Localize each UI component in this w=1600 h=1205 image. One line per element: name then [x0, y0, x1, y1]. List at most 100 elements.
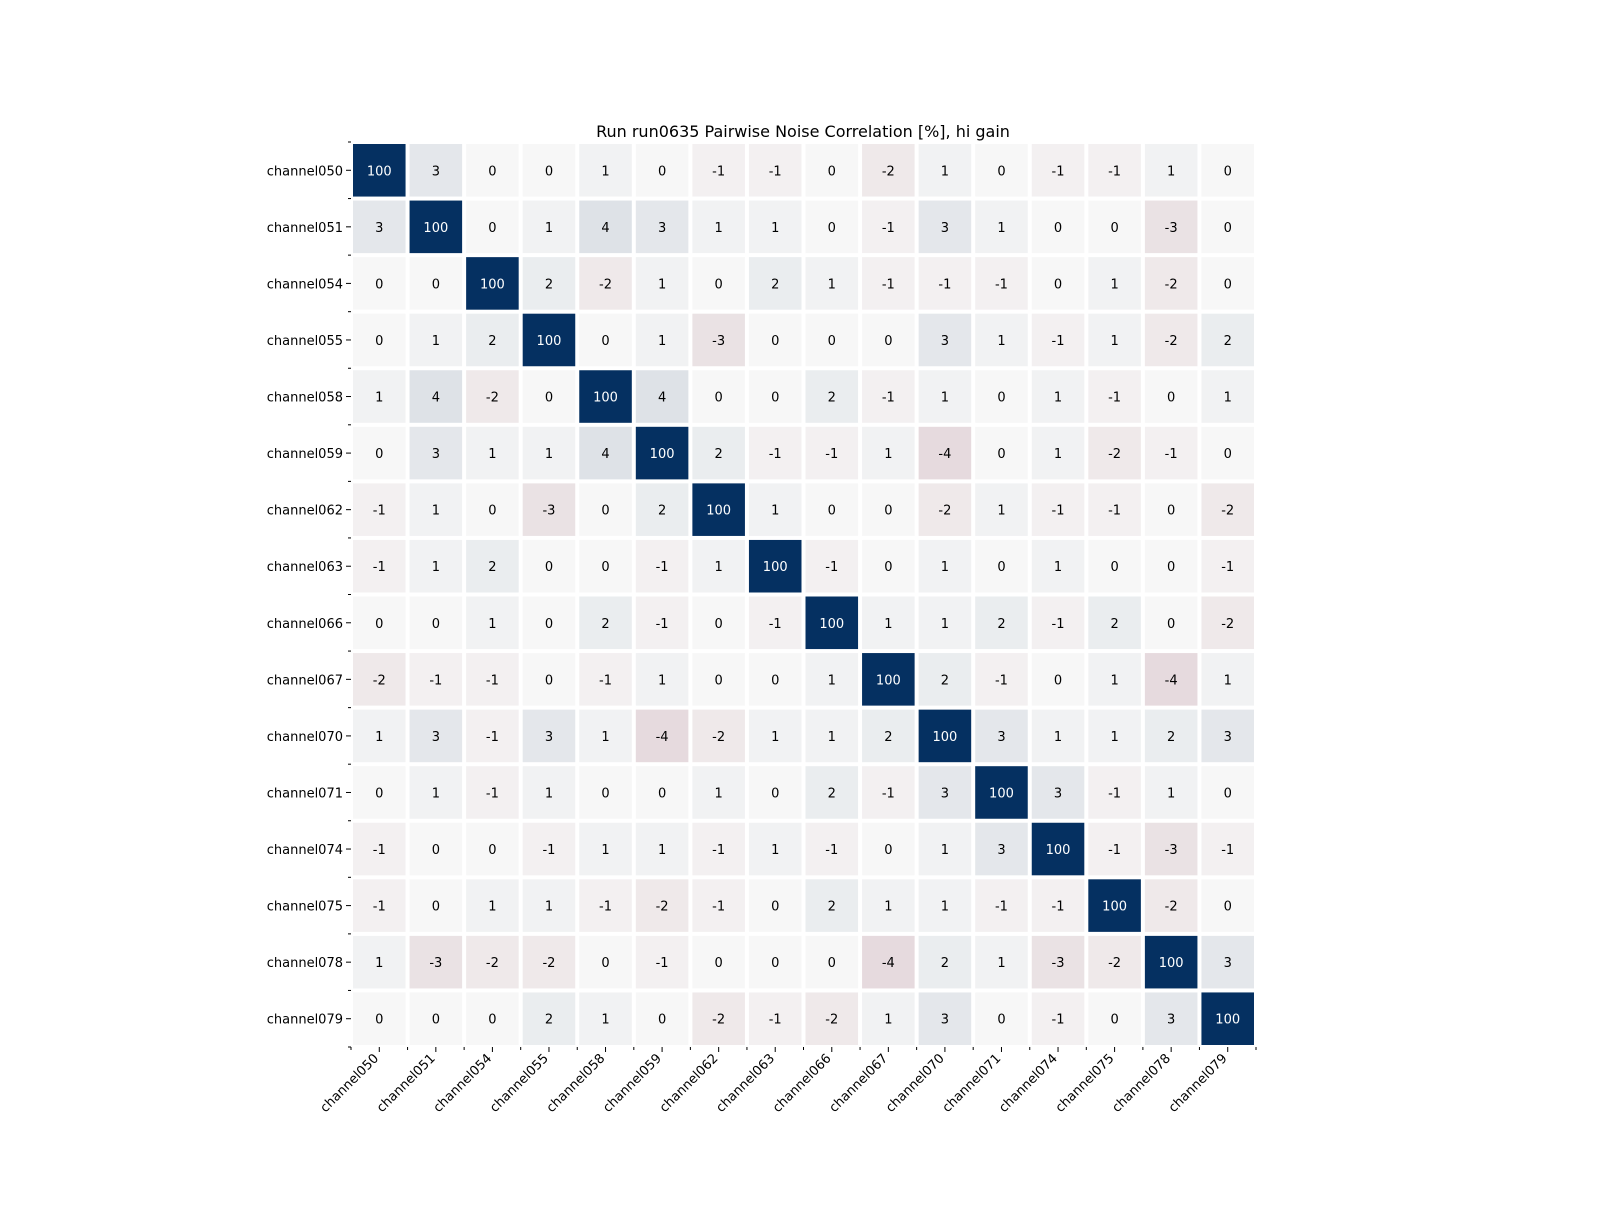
cell-value-label: 1	[828, 673, 836, 688]
cell-value-label: 1	[375, 956, 383, 971]
y-axis-tick-label: channel050	[267, 164, 343, 179]
cell-value-label: 0	[488, 1013, 496, 1028]
heatmap-cell	[409, 313, 463, 367]
heatmap-cell	[1144, 766, 1198, 819]
cell-value-label: 1	[715, 221, 723, 236]
heatmap-cell	[805, 370, 859, 423]
cell-value-label: 1	[1167, 164, 1175, 179]
cell-value-label: 0	[997, 391, 1005, 406]
heatmap-cell	[748, 144, 802, 197]
cell-value-label: 1	[545, 221, 553, 236]
cell-value-label: 100	[537, 334, 562, 349]
cell-value-label: -2	[542, 956, 555, 971]
cell-value-label: 0	[375, 617, 383, 632]
cell-value-label: -1	[1052, 504, 1065, 519]
heatmap-cell	[1031, 313, 1085, 367]
cell-value-label: 0	[997, 447, 1005, 462]
heatmap-cell	[1144, 992, 1198, 1045]
cell-value-label: -3	[1165, 843, 1178, 858]
heatmap-cell	[579, 935, 632, 989]
cell-value-label: 0	[545, 164, 553, 179]
cell-value-label: 0	[601, 956, 609, 971]
heatmap-cell	[1031, 426, 1085, 480]
cell-value-label: 0	[715, 391, 723, 406]
cell-value-label: 1	[1054, 391, 1062, 406]
heatmap-cell	[862, 992, 915, 1045]
heatmap-cell	[466, 257, 519, 310]
y-axis-tick-label: channel059	[267, 447, 343, 462]
cell-value-label: 1	[1110, 673, 1118, 688]
cell-value-label: 0	[771, 673, 779, 688]
x-axis-tick-labels: channel050channel051channel054channel055…	[318, 1051, 1231, 1116]
heatmap-cell	[1144, 539, 1198, 593]
heatmap-cell	[692, 935, 745, 989]
cell-value-label: 1	[771, 730, 779, 745]
cell-value-label: 0	[1110, 1013, 1118, 1028]
heatmap-cell	[466, 992, 519, 1045]
heatmap-cell	[579, 992, 632, 1045]
cell-value-label: 1	[545, 447, 553, 462]
cell-value-label: 1	[771, 221, 779, 236]
cell-value-label: 0	[828, 221, 836, 236]
cell-value-label: 3	[941, 786, 949, 801]
cell-value-label: 0	[545, 673, 553, 688]
cell-value-label: 4	[601, 447, 609, 462]
heatmap-cell	[1201, 426, 1254, 480]
cell-value-label: -1	[1165, 447, 1178, 462]
heatmap-cell	[862, 426, 915, 480]
heatmap-cell	[1088, 992, 1141, 1045]
heatmap-cell	[1088, 822, 1141, 876]
heatmap-cell	[862, 879, 915, 932]
heatmap-cell	[975, 426, 1028, 480]
cell-value-label: 2	[488, 560, 496, 575]
heatmap-cell	[353, 596, 406, 650]
x-axis-tick-label: channel062	[657, 1051, 722, 1116]
cell-value-label: 1	[601, 1013, 609, 1028]
cell-value-label: 0	[997, 164, 1005, 179]
heatmap-cell	[522, 426, 576, 480]
cell-value-label: 1	[941, 164, 949, 179]
cell-value-label: 2	[941, 956, 949, 971]
heatmap-cell	[466, 935, 519, 989]
cell-value-label: 0	[715, 956, 723, 971]
heatmap-cell	[1144, 653, 1198, 706]
heatmap-cell	[466, 539, 519, 593]
cell-value-label: -2	[486, 391, 499, 406]
cell-value-label: -4	[938, 447, 951, 462]
cell-value-label: 1	[432, 334, 440, 349]
cell-value-label: 1	[1224, 391, 1232, 406]
heatmap-cell	[975, 483, 1028, 536]
heatmap-cell	[1088, 144, 1141, 197]
heatmap-cell	[579, 596, 632, 650]
heatmap-cell	[975, 144, 1028, 197]
heatmap-cell	[466, 313, 519, 367]
heatmap-cell	[353, 483, 406, 536]
heatmap-cell	[1088, 200, 1141, 254]
cell-value-label: 3	[658, 221, 666, 236]
cell-value-label: 0	[488, 843, 496, 858]
cell-value-label: 1	[828, 277, 836, 292]
heatmap-cell	[918, 370, 972, 423]
heatmap-cell	[579, 426, 632, 480]
cell-value-label: 0	[375, 1013, 383, 1028]
heatmap-cell	[353, 653, 406, 706]
heatmap-cell	[1144, 822, 1198, 876]
cell-value-label: 0	[828, 956, 836, 971]
cell-value-label: 3	[997, 843, 1005, 858]
heatmap-cell	[635, 822, 689, 876]
heatmap-cell	[1201, 879, 1254, 932]
heatmap-cell	[692, 653, 745, 706]
cell-value-label: 100	[989, 786, 1014, 801]
heatmap-cell	[748, 879, 802, 932]
heatmap-cell	[522, 992, 576, 1045]
heatmap-cell	[918, 596, 972, 650]
heatmap-cell	[353, 539, 406, 593]
heatmap-cell	[748, 200, 802, 254]
heatmap-cell	[748, 709, 802, 763]
heatmap-cell	[1031, 653, 1085, 706]
cell-value-label: 1	[1054, 730, 1062, 745]
y-axis-tick-labels: channel050 channel051 channel054 channel055…	[267, 164, 343, 1027]
heatmap-cell	[862, 144, 915, 197]
cell-value-label: 0	[771, 334, 779, 349]
